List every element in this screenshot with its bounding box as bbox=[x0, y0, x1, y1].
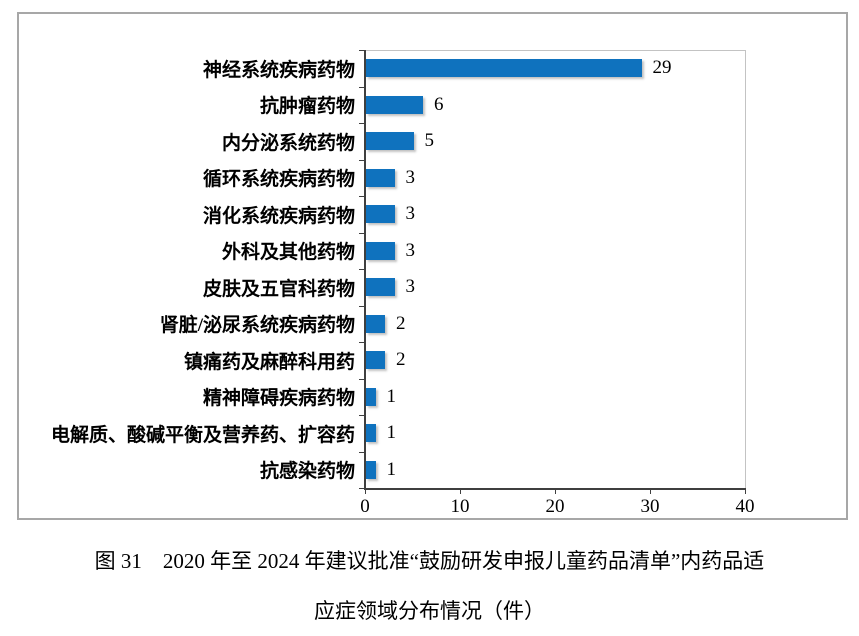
y-axis-tick bbox=[359, 269, 365, 270]
y-axis-tick bbox=[359, 305, 365, 307]
category-label: 消化系统疾病药物 bbox=[202, 205, 355, 227]
bar bbox=[366, 351, 385, 370]
category-label: 肾脏/泌尿系统疾病药物 bbox=[159, 315, 355, 337]
plot-frame-right-line bbox=[745, 50, 746, 488]
bar bbox=[366, 241, 395, 260]
y-axis-tick bbox=[359, 342, 365, 343]
bar-value-label: 3 bbox=[405, 203, 416, 225]
x-axis-tick bbox=[555, 488, 556, 494]
bar bbox=[366, 314, 385, 333]
figure-caption-line1: 图 31 2020 年至 2024 年建议批准“鼓励研发申报儿童药品清单”内药品… bbox=[94, 549, 765, 573]
x-axis-tick-label: 10 bbox=[450, 496, 470, 517]
bar-value-label: 2 bbox=[396, 349, 406, 371]
bar bbox=[366, 460, 376, 479]
x-axis-tick-label: 0 bbox=[360, 496, 370, 517]
category-label: 镇痛药及麻醉科用药 bbox=[183, 351, 355, 373]
y-axis-tick bbox=[359, 159, 365, 161]
bar bbox=[366, 95, 423, 114]
bar-value-label: 1 bbox=[386, 458, 397, 480]
bar-value-label: 3 bbox=[405, 166, 416, 188]
y-axis-tick bbox=[359, 488, 365, 489]
y-axis-tick bbox=[359, 50, 365, 51]
y-axis-tick bbox=[359, 123, 365, 124]
y-axis-tick bbox=[359, 378, 365, 380]
category-label: 内分泌系统药物 bbox=[221, 132, 355, 154]
bar-value-label: 29 bbox=[652, 57, 672, 79]
figure-caption-line2: 应症领域分布情况（件） bbox=[314, 599, 545, 623]
category-label: 抗感染药物 bbox=[259, 461, 355, 483]
category-label: 神经系统疾病药物 bbox=[202, 59, 355, 81]
category-label: 精神障碍疾病药物 bbox=[202, 388, 355, 410]
y-axis-tick bbox=[359, 451, 365, 453]
bar-value-label: 3 bbox=[405, 239, 416, 261]
bar-value-label: 6 bbox=[434, 93, 444, 115]
chart-figure-box: 神经系统疾病药物 29 抗肿瘤药物 6 内分泌系统药物 5 循环系统疾病药物 3 消化系统疾病药… bbox=[17, 12, 848, 520]
bar-value-label: 2 bbox=[396, 312, 406, 334]
category-label: 皮肤及五官科药物 bbox=[202, 278, 355, 300]
bar bbox=[366, 205, 395, 224]
chart-canvas: 神经系统疾病药物 29 抗肿瘤药物 6 内分泌系统药物 5 循环系统疾病药物 3 消化系统疾病药… bbox=[19, 14, 846, 518]
y-axis-tick bbox=[359, 196, 365, 197]
bar bbox=[366, 59, 642, 78]
bar bbox=[366, 387, 376, 406]
x-axis-tick-label: 40 bbox=[735, 496, 755, 517]
category-label: 抗肿瘤药物 bbox=[259, 96, 355, 118]
x-axis-tick bbox=[650, 488, 651, 494]
bar-value-label: 1 bbox=[386, 385, 397, 407]
bar-value-label: 3 bbox=[405, 276, 416, 298]
figure-caption: 图 31 2020 年至 2024 年建议批准“鼓励研发申报儿童药品清单”内药品… bbox=[0, 536, 859, 636]
bar bbox=[366, 132, 414, 151]
plot-frame-top-line bbox=[365, 50, 745, 51]
y-axis-tick bbox=[359, 232, 365, 234]
x-axis-tick bbox=[460, 488, 461, 494]
x-axis-tick-label: 30 bbox=[640, 496, 660, 517]
bar-value-label: 5 bbox=[424, 130, 435, 152]
y-axis-tick bbox=[359, 415, 365, 416]
bar bbox=[366, 278, 395, 297]
bar bbox=[366, 168, 395, 187]
x-axis-tick bbox=[745, 488, 746, 494]
category-label: 电解质、酸碱平衡及营养药、扩容药 bbox=[50, 424, 355, 446]
x-axis-tick-label: 20 bbox=[545, 496, 565, 517]
x-axis-tick bbox=[365, 488, 366, 494]
bar bbox=[366, 424, 376, 443]
category-label: 外科及其他药物 bbox=[221, 242, 355, 264]
y-axis-line bbox=[364, 50, 366, 490]
category-label: 循环系统疾病药物 bbox=[202, 169, 355, 191]
y-axis-tick bbox=[359, 86, 365, 88]
bar-value-label: 1 bbox=[386, 422, 397, 444]
